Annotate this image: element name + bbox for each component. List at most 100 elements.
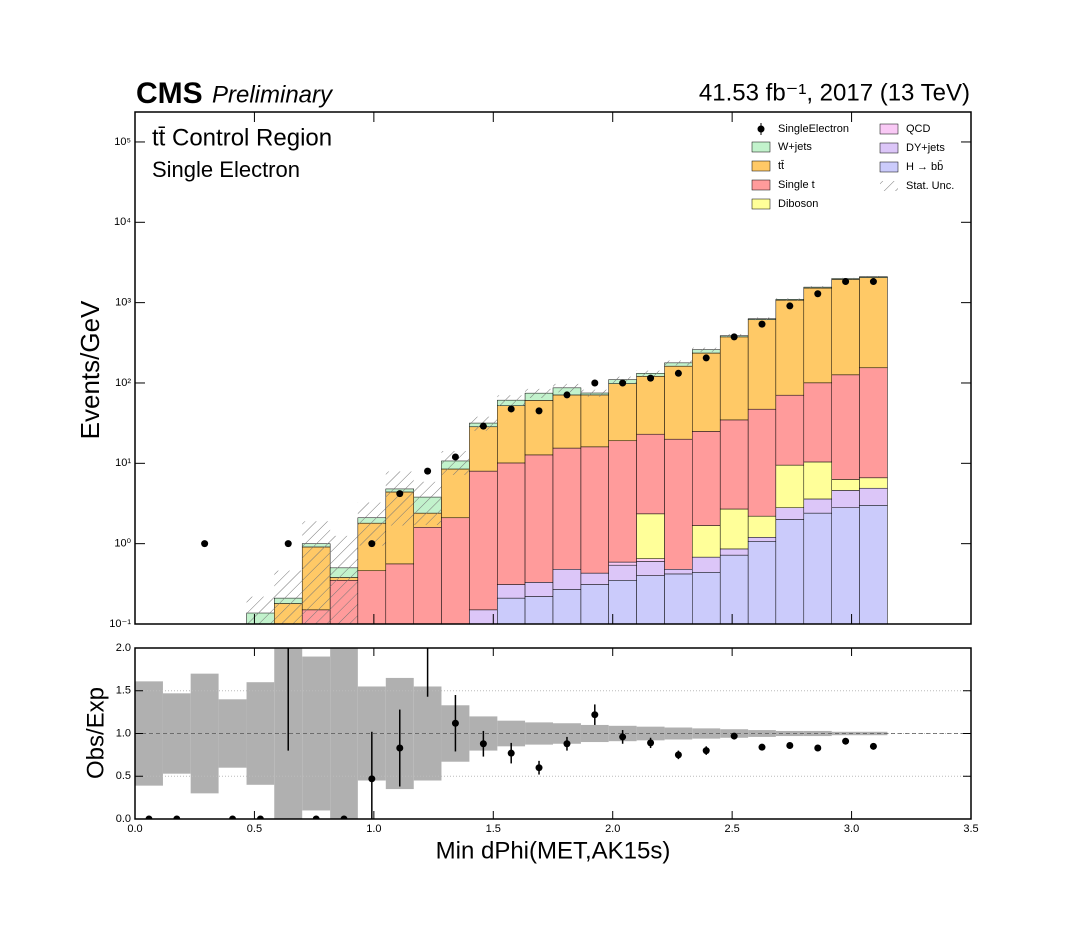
stack-segment [524, 454, 554, 583]
stack-segment [803, 287, 832, 384]
ratio-point [591, 711, 599, 719]
data-point [814, 290, 822, 298]
stack-segment [859, 367, 888, 479]
ratio-unc-band [636, 726, 665, 741]
ratio-point [869, 742, 877, 750]
ratio-point [285, 405, 292, 412]
ratio-point [647, 739, 655, 747]
stack-segment [775, 299, 805, 396]
stack-segment [580, 446, 609, 574]
ratio-axis-title: Obs/Exp [82, 687, 109, 779]
stack-segment [859, 477, 888, 489]
ratio-point [424, 636, 431, 643]
stack-segment [775, 507, 805, 520]
ratio-point [256, 815, 264, 819]
x-tick-label: 0.0 [127, 823, 142, 835]
legend-swatch [751, 141, 771, 153]
legend-label: SingleElectron [778, 123, 849, 135]
stack-segment [441, 517, 470, 624]
stack-segment [859, 277, 888, 369]
stack-segment [719, 554, 749, 624]
legend-swatch [880, 181, 898, 191]
stack-segment [469, 470, 498, 611]
ratio-point [814, 744, 822, 752]
ratio-point [786, 741, 794, 749]
x-tick-label: 0.5 [247, 823, 262, 835]
stack-segment [664, 365, 693, 440]
data-point [507, 405, 515, 413]
y-tick-label: 0.0 [116, 813, 131, 825]
ratio-point [479, 740, 487, 748]
stat-unc-band [636, 370, 665, 377]
ratio-point [396, 744, 404, 752]
ratio-point [758, 743, 766, 751]
stat-unc-band [692, 347, 721, 352]
stack-segment [719, 508, 749, 550]
stack-segment [385, 563, 414, 624]
ratio-point [340, 815, 348, 819]
stack-segment [580, 394, 609, 448]
stack-segment [692, 525, 721, 558]
x-tick-label: 1.5 [486, 823, 501, 835]
data-point [869, 278, 877, 286]
stat-unc-band [497, 395, 526, 406]
stat-unc-band [441, 451, 470, 475]
legend-label: QCD [906, 123, 931, 135]
x-tick-label: 3.5 [963, 823, 978, 835]
stack-segment [747, 515, 777, 538]
legend-swatch [879, 123, 899, 135]
legend-label: Stat. Unc. [906, 180, 954, 192]
y-tick-label: 10³ [115, 297, 131, 309]
stack-segment [719, 419, 749, 510]
x-tick-label: 2.0 [605, 823, 620, 835]
stack-segment [831, 279, 860, 376]
stack-segment [692, 556, 721, 573]
stack-segment [775, 464, 805, 508]
stack-segment [775, 519, 805, 624]
stat-unc-band [775, 298, 804, 301]
stack-segment [664, 573, 693, 624]
stat-unc-band [246, 596, 275, 624]
stack-segment [580, 584, 609, 624]
legend-label: H → bb̄ [906, 160, 943, 173]
preliminary-label: Preliminary [212, 81, 334, 108]
data-point [451, 453, 459, 461]
stack-segment [441, 468, 470, 519]
stack-segment [859, 487, 888, 506]
cms-label: CMS [136, 77, 203, 110]
stack-segment [636, 558, 665, 562]
ratio-point [842, 737, 850, 745]
ratio-unc-band [692, 728, 721, 739]
stack-segment [497, 584, 526, 599]
data-point [479, 422, 487, 430]
ratio-point [312, 815, 320, 819]
legend-label: Single t [778, 179, 815, 191]
data-point [702, 354, 710, 362]
stack-segment [552, 394, 582, 449]
data-point [201, 540, 209, 548]
stack-segment [803, 382, 832, 463]
y-tick-label: 1.5 [116, 685, 131, 697]
stack-segment [664, 569, 693, 575]
ratio-point [507, 749, 515, 757]
stack-segment [692, 572, 721, 624]
legend-swatch [879, 161, 899, 173]
x-tick-label: 1.0 [366, 823, 381, 835]
stack-segment [803, 498, 832, 514]
ratio-point [229, 815, 237, 819]
stack-segment [552, 447, 582, 570]
stack-segment [775, 394, 805, 466]
stack-segment [552, 569, 582, 590]
stack-segment [580, 572, 609, 585]
data-point [591, 379, 599, 387]
y-tick-label: 10¹ [115, 457, 131, 469]
legend-label: DY+jets [906, 142, 945, 154]
stack-segment [831, 507, 860, 624]
data-point [674, 369, 682, 377]
legend-label: tt̄ [778, 160, 784, 172]
data-point [424, 467, 432, 475]
x-axis-title: Min dPhi(MET,AK15s) [436, 837, 671, 864]
stack-segment [747, 319, 777, 410]
